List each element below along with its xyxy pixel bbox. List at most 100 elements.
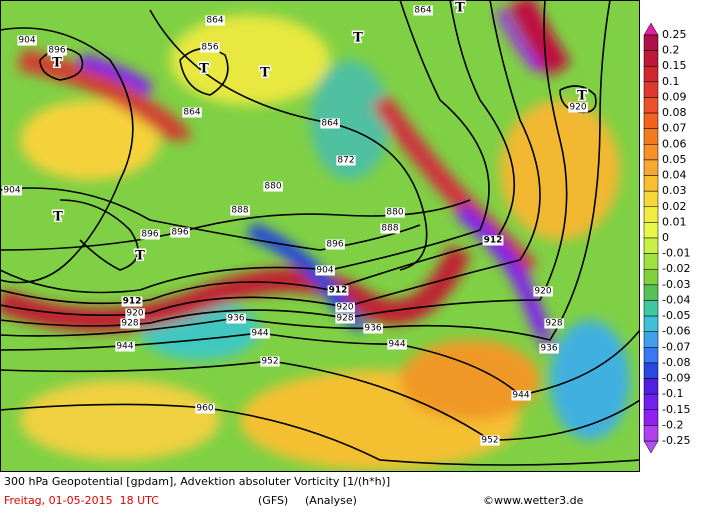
contour-label: 912 <box>484 236 503 246</box>
colorbar-band <box>643 378 659 395</box>
contour-label-bg <box>140 229 160 240</box>
contour-label-bg <box>533 286 553 297</box>
low-pressure-marker: T <box>52 56 62 71</box>
colorbar-label: -0.07 <box>662 340 690 353</box>
contour-label: 928 <box>336 314 353 324</box>
contour-label: 896 <box>141 230 158 240</box>
contour-label-bg <box>511 390 531 401</box>
colorbar-label: 0.2 <box>662 44 680 57</box>
low-pressure-marker: T <box>353 31 363 46</box>
colorbar-band <box>643 300 659 317</box>
contour-label: 912 <box>329 286 348 296</box>
colorbar-band <box>643 237 659 254</box>
colorbar-band <box>643 144 659 161</box>
contour-label: 944 <box>116 342 133 352</box>
footer-date: Freitag, 01-05-2015 18 UTC <box>4 494 159 507</box>
colorbar-band <box>643 206 659 223</box>
colorbar-label: 0.25 <box>662 28 687 41</box>
footer-model: (GFS) <box>258 494 288 507</box>
colorbar-label: -0.25 <box>662 434 690 447</box>
contour-label-bg <box>380 223 400 234</box>
contour-label-bg <box>263 181 283 192</box>
contour-label: 920 <box>569 103 586 113</box>
contour-label: 880 <box>264 182 281 192</box>
colorbar-band <box>643 175 659 192</box>
contour-label: 904 <box>3 186 20 196</box>
contour-label-bg <box>544 318 564 329</box>
contour-label-bg <box>315 265 335 276</box>
contour-label: 888 <box>381 224 398 234</box>
colorbar-band <box>643 315 659 332</box>
colorbar-label: 0 <box>662 231 669 244</box>
footer-analysis: (Analyse) <box>305 494 357 507</box>
colorbar-label: -0.06 <box>662 325 690 338</box>
colorbar-label: 0.02 <box>662 200 687 213</box>
colorbar-label: -0.01 <box>662 247 690 260</box>
contour-label-bg <box>170 227 190 238</box>
contour-label: 904 <box>18 36 35 46</box>
contour-label-bg <box>320 118 340 129</box>
contour-label-bg <box>480 435 500 446</box>
colorbar-band <box>643 222 659 239</box>
contour-label: 944 <box>388 340 405 350</box>
contour-label-bg <box>226 313 246 324</box>
colorbar-band <box>643 128 659 145</box>
colorbar-band <box>643 81 659 98</box>
map-labels: 904 896 864 856 864 864 872 880 888 880 888 896 896 9… <box>2 0 589 446</box>
map-field <box>0 0 640 472</box>
contour-label: 936 <box>364 324 381 334</box>
contour-label-bg <box>335 313 355 324</box>
low-pressure-marker: T <box>577 89 587 104</box>
footer-credit: ©www.wetter3.de <box>483 494 584 507</box>
contour-label-bg <box>230 205 250 216</box>
colorbar-band <box>643 190 659 208</box>
colorbar-label: -0.08 <box>662 356 690 369</box>
contour-label: 864 <box>414 6 431 16</box>
low-pressure-marker: T <box>53 210 63 225</box>
colorbar-band <box>643 34 659 51</box>
colorbar: 0.25 0.2 0.15 0.1 0.09 0.08 0.07 0.06 0.05 0.04 0.… <box>643 22 690 454</box>
colorbar-label: 0.09 <box>662 90 687 103</box>
colorbar-band <box>643 409 659 426</box>
colorbar-label: 0.1 <box>662 75 680 88</box>
contour-label: 864 <box>183 108 200 118</box>
contour-label: 856 <box>201 43 218 53</box>
contour-label-bg <box>482 235 504 246</box>
contour-label-bg <box>205 15 225 26</box>
contour-label-bg <box>125 308 145 319</box>
colorbar-label: -0.03 <box>662 278 690 291</box>
contour-label: 952 <box>261 357 278 367</box>
contour-label: 864 <box>206 16 223 26</box>
footer-title: 300 hPa Geopotential [gpdam], Advektion … <box>4 475 390 488</box>
colorbar-label: -0.04 <box>662 293 690 306</box>
map-frame <box>0 0 640 472</box>
contour-label: 920 <box>336 303 353 313</box>
colorbar-label: -0.09 <box>662 372 690 385</box>
colorbar-band <box>643 253 659 270</box>
contour-label: 864 <box>321 119 338 129</box>
contour-label: 872 <box>337 156 354 166</box>
low-pressure-marker: T <box>135 249 145 264</box>
contour-label-bg <box>250 328 270 339</box>
colorbar-label: 0.15 <box>662 59 687 72</box>
contour-label-bg <box>121 296 143 307</box>
contour-label: 896 <box>48 46 65 56</box>
contour-label: 936 <box>540 344 557 354</box>
colorbar-band <box>643 284 659 301</box>
contour-label-bg <box>327 285 349 296</box>
contour-label-bg <box>115 341 135 352</box>
colorbar-label: 0.08 <box>662 106 687 119</box>
colorbar-band <box>643 331 659 348</box>
colorbar-band <box>643 50 659 67</box>
colorbar-label: -0.05 <box>662 309 690 322</box>
colorbar-band <box>643 97 659 114</box>
contour-label: 952 <box>481 436 498 446</box>
colorbar-label: -0.1 <box>662 387 683 400</box>
colorbar-band <box>643 362 659 379</box>
contour-label: 928 <box>121 319 138 329</box>
contour-label-bg <box>17 35 37 46</box>
colorbar-label: -0.2 <box>662 418 683 431</box>
colorbar-label: -0.02 <box>662 262 690 275</box>
colorbar-band <box>643 425 659 442</box>
